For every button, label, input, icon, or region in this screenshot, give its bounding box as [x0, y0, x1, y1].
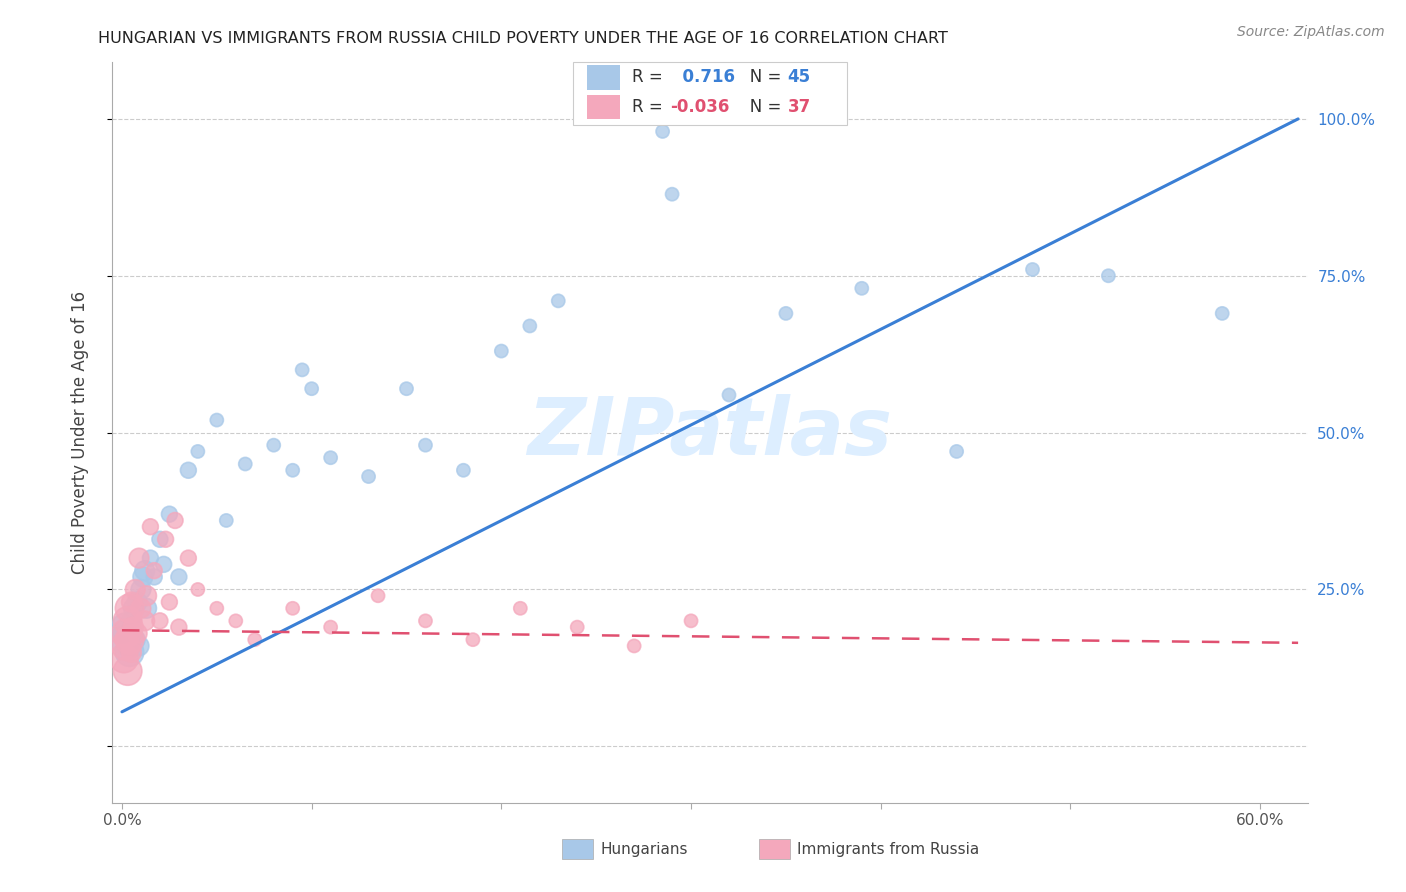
Text: N =: N = — [734, 69, 786, 87]
Point — [114, 620, 136, 634]
Point — [263, 438, 285, 452]
Point — [233, 457, 256, 471]
Point — [117, 614, 139, 628]
Point — [177, 463, 200, 477]
Point — [152, 558, 174, 572]
Text: ZIPatlas: ZIPatlas — [527, 393, 893, 472]
Text: Immigrants from Russia: Immigrants from Russia — [797, 842, 980, 856]
Point — [215, 513, 238, 527]
Point — [177, 551, 200, 566]
Point — [301, 382, 323, 396]
Point — [122, 620, 145, 634]
Point — [117, 664, 139, 678]
Point — [243, 632, 266, 647]
Point — [205, 413, 228, 427]
Point — [143, 564, 166, 578]
Point — [945, 444, 967, 458]
Point — [281, 463, 304, 477]
Text: Hungarians: Hungarians — [600, 842, 688, 856]
Point — [395, 382, 418, 396]
Point — [367, 589, 389, 603]
Point — [1097, 268, 1119, 283]
Point — [128, 639, 150, 653]
Point — [114, 626, 136, 640]
Point — [118, 645, 141, 659]
Point — [155, 533, 177, 547]
Text: Source: ZipAtlas.com: Source: ZipAtlas.com — [1237, 25, 1385, 39]
Point — [415, 614, 437, 628]
Point — [139, 520, 162, 534]
Point — [112, 632, 135, 647]
Text: -0.036: -0.036 — [671, 98, 730, 116]
Point — [120, 595, 142, 609]
Point — [132, 570, 155, 584]
Point — [129, 582, 152, 597]
Point — [139, 551, 162, 566]
Point — [567, 620, 589, 634]
Point — [129, 601, 152, 615]
Point — [623, 639, 645, 653]
Point — [187, 444, 209, 458]
Y-axis label: Child Poverty Under the Age of 16: Child Poverty Under the Age of 16 — [70, 291, 89, 574]
Point — [118, 632, 141, 647]
Point — [122, 601, 145, 615]
Text: HUNGARIAN VS IMMIGRANTS FROM RUSSIA CHILD POVERTY UNDER THE AGE OF 16 CORRELATIO: HUNGARIAN VS IMMIGRANTS FROM RUSSIA CHIL… — [98, 31, 948, 46]
Point — [117, 626, 139, 640]
FancyBboxPatch shape — [586, 95, 620, 119]
Text: R =: R = — [633, 98, 668, 116]
Point — [124, 632, 146, 647]
Point — [134, 564, 156, 578]
Point — [1021, 262, 1043, 277]
Point — [205, 601, 228, 615]
Point — [134, 614, 156, 628]
Point — [114, 639, 136, 653]
Point — [519, 318, 541, 333]
Point — [135, 589, 157, 603]
Point — [149, 533, 172, 547]
Point — [651, 124, 673, 138]
FancyBboxPatch shape — [572, 62, 848, 126]
Point — [547, 293, 569, 308]
Point — [461, 632, 484, 647]
Point — [661, 187, 683, 202]
Point — [1211, 306, 1233, 320]
Point — [127, 626, 149, 640]
Text: 0.716: 0.716 — [671, 69, 734, 87]
Point — [187, 582, 209, 597]
Point — [112, 651, 135, 665]
Point — [415, 438, 437, 452]
Point — [225, 614, 247, 628]
Point — [453, 463, 475, 477]
Point — [118, 601, 141, 615]
Point — [775, 306, 797, 320]
Point — [165, 513, 187, 527]
FancyBboxPatch shape — [586, 65, 620, 89]
Point — [319, 620, 342, 634]
Point — [509, 601, 531, 615]
Point — [167, 570, 190, 584]
Point — [120, 614, 142, 628]
Point — [357, 469, 380, 483]
Text: 37: 37 — [787, 98, 811, 116]
Point — [167, 620, 190, 634]
Point — [157, 507, 180, 521]
Point — [681, 614, 703, 628]
Point — [491, 344, 513, 359]
Point — [319, 450, 342, 465]
Point — [135, 601, 157, 615]
Point — [124, 582, 146, 597]
Point — [291, 363, 314, 377]
Point — [127, 595, 149, 609]
Point — [128, 551, 150, 566]
Text: R =: R = — [633, 69, 668, 87]
Point — [717, 388, 740, 402]
Text: N =: N = — [734, 98, 786, 116]
Point — [143, 570, 166, 584]
Point — [851, 281, 873, 295]
Point — [157, 595, 180, 609]
Point — [120, 645, 142, 659]
Text: 45: 45 — [787, 69, 811, 87]
Point — [149, 614, 172, 628]
Point — [281, 601, 304, 615]
